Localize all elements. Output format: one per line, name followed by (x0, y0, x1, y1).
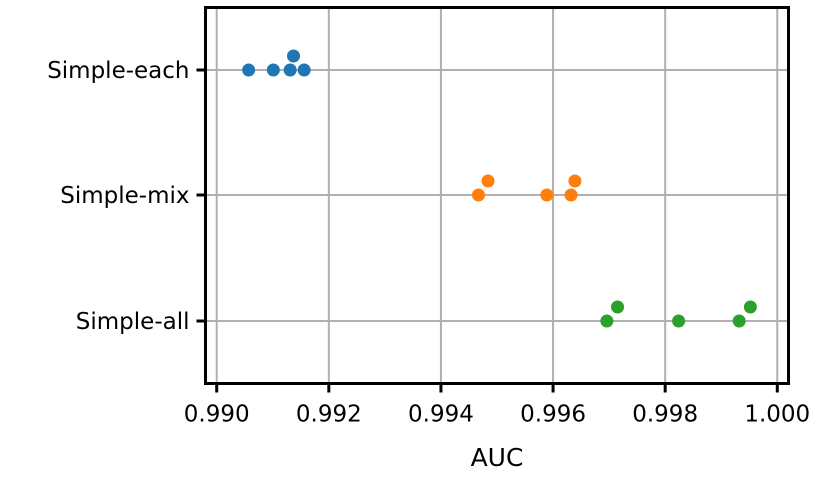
data-point-simple-each (297, 63, 311, 77)
data-point-simple-mix (568, 174, 582, 188)
grid-layer (205, 7, 789, 384)
data-point-simple-mix (481, 174, 495, 188)
data-point-simple-all (732, 314, 746, 328)
tick-layer: 0.990 0.992 0.994 0.996 0.998 1.000 Simple-eac… (47, 58, 810, 428)
y-tick-label-simple-mix: Simple-mix (60, 183, 189, 209)
y-tick-label-simple-each: Simple-each (47, 58, 189, 84)
y-tick-label-simple-all: Simple-all (76, 309, 190, 335)
data-point-simple-each (287, 49, 301, 63)
data-point-simple-mix (472, 188, 486, 202)
data-point-simple-each (242, 63, 256, 77)
data-point-simple-mix (564, 188, 578, 202)
data-point-simple-each (266, 63, 280, 77)
data-point-simple-all (600, 314, 614, 328)
data-point-simple-all (743, 300, 757, 314)
data-point-simple-all (611, 300, 625, 314)
point-layer (242, 49, 757, 328)
x-tick-label: 0.996 (520, 402, 586, 428)
x-axis-label: AUC (471, 443, 524, 472)
x-tick-label: 1.000 (744, 402, 810, 428)
x-tick-label: 0.994 (408, 402, 474, 428)
x-tick-label: 0.990 (184, 402, 250, 428)
data-point-simple-mix (540, 188, 554, 202)
data-point-simple-all (672, 314, 686, 328)
x-tick-label: 0.992 (296, 402, 362, 428)
x-tick-label: 0.998 (632, 402, 698, 428)
plot-frame (204, 6, 790, 385)
data-point-simple-each (283, 63, 297, 77)
